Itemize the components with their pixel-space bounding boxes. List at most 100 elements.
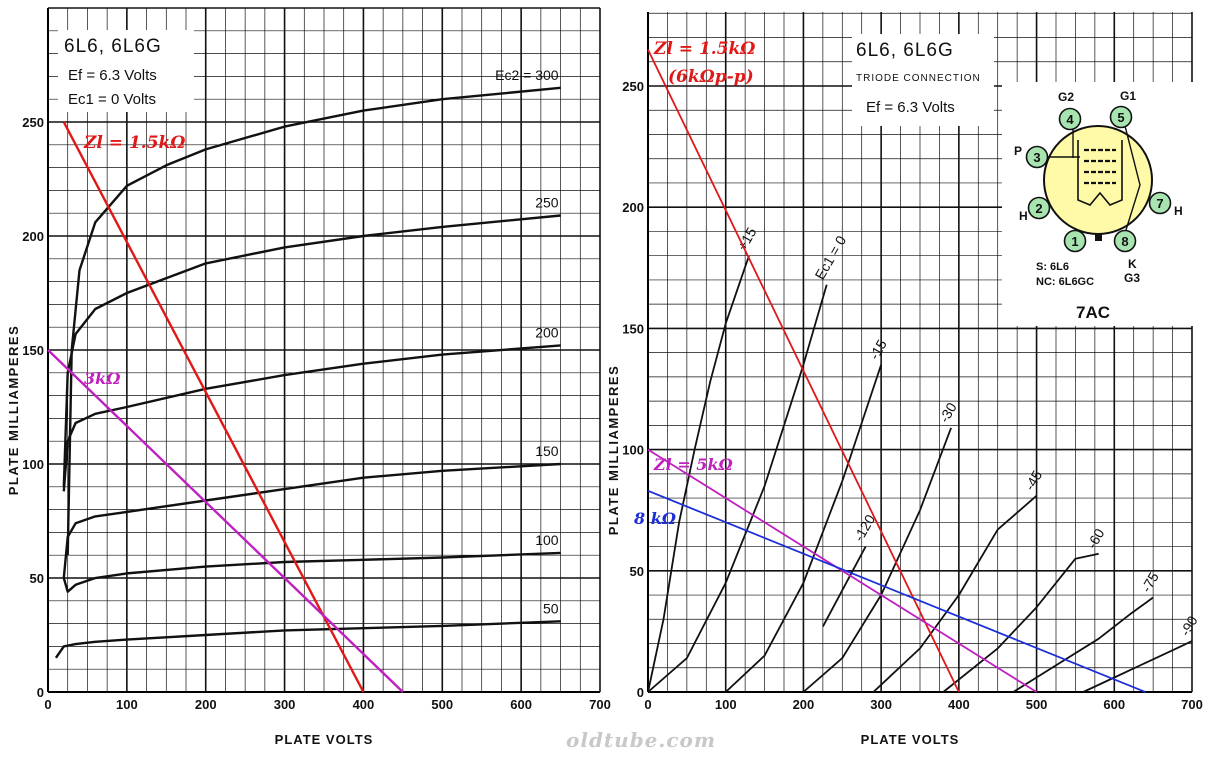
- x-axis-label: PLATE VOLTS: [861, 732, 960, 747]
- series-label: 250: [535, 194, 559, 210]
- x-tick-label: 0: [44, 697, 51, 712]
- load-line: [47, 349, 404, 693]
- y-axis-label: PLATE MILLIAMPERES: [6, 325, 21, 495]
- y-tick-label: 0: [637, 685, 644, 700]
- x-tick-label: 600: [510, 697, 532, 712]
- inset-note: S: 6L6: [1036, 261, 1069, 273]
- x-tick-label: 500: [1026, 697, 1048, 712]
- y-tick-label: 200: [22, 229, 44, 244]
- pin-7: [1148, 191, 1172, 215]
- x-tick-label: 300: [870, 697, 892, 712]
- y-tick-label: 100: [22, 457, 44, 472]
- y-tick-label: 150: [22, 343, 44, 358]
- load-line: [647, 448, 1038, 693]
- x-tick-label: 200: [195, 697, 217, 712]
- load-line-label: 8 kΩ: [633, 509, 677, 528]
- pin-label: G3: [1124, 271, 1140, 285]
- pin-number: 5: [1117, 110, 1124, 125]
- pin-number: 4: [1066, 112, 1074, 127]
- series-curve: [872, 495, 1038, 693]
- series-label: +15: [734, 224, 760, 253]
- pin-number: 3: [1033, 150, 1040, 165]
- series-label: -75: [1138, 569, 1162, 595]
- pin-5: [1109, 105, 1133, 129]
- chart-subtitle: Ef = 6.3 Volts: [68, 67, 157, 84]
- series-curve: [62, 214, 561, 487]
- load-line-label: Zl = 5kΩ: [653, 455, 734, 474]
- chart-subtitle: TRIODE CONNECTION: [856, 73, 981, 84]
- title-box: [58, 30, 194, 112]
- series-label: 200: [535, 324, 559, 340]
- x-tick-label: 0: [644, 697, 651, 712]
- load-line: [647, 489, 1146, 693]
- y-tick-label: 50: [30, 571, 44, 586]
- chart-title: 6L6, 6L6G: [856, 40, 954, 61]
- pin-label: H: [1174, 204, 1183, 218]
- series-label: -90: [1177, 613, 1201, 639]
- electrode-structure: [1077, 140, 1123, 206]
- pin-8: [1113, 229, 1137, 253]
- pin-label: K: [1128, 257, 1137, 271]
- series-label: 50: [543, 600, 559, 616]
- pin-label: P: [1014, 144, 1022, 158]
- y-axis-label: PLATE MILLIAMPERES: [606, 365, 621, 535]
- panel-2-annotations: 6L6, 6L6G TRIODE CONNECTION Ef = 6.3 Volts…: [633, 34, 1194, 528]
- x-tick-label: 500: [431, 697, 453, 712]
- series-label: 150: [535, 443, 559, 459]
- x-tick-label: 400: [948, 697, 970, 712]
- x-tick-label: 200: [793, 697, 815, 712]
- pin-number: 8: [1121, 234, 1128, 249]
- tube-base-code: 7AC: [1076, 303, 1110, 322]
- x-tick-label: 400: [353, 697, 375, 712]
- load-line-label: Zl = 1.5kΩ: [83, 133, 185, 153]
- panel-1-annotations: 6L6, 6L6G Ef = 6.3 Volts Ec1 = 0 Volts Zl =…: [58, 30, 194, 388]
- pin-number: 7: [1156, 196, 1163, 211]
- y-tick-label: 250: [622, 79, 644, 94]
- y-tick-label: 0: [37, 685, 44, 700]
- pin-3: [1025, 145, 1049, 169]
- load-line-label: 3kΩ: [84, 369, 121, 388]
- series-curve: [725, 364, 882, 693]
- base-key: [1095, 234, 1102, 241]
- series-curve: [62, 551, 561, 593]
- x-tick-label: 100: [116, 697, 138, 712]
- series-curve: [647, 255, 750, 693]
- pin-label: G1: [1120, 89, 1136, 103]
- series-curve: [54, 620, 561, 659]
- pin-1: [1063, 229, 1087, 253]
- chart-subtitle: Ef = 6.3 Volts: [866, 99, 955, 116]
- y-tick-label: 250: [22, 115, 44, 130]
- series-curve: [62, 344, 561, 492]
- x-axis-label: PLATE VOLTS: [275, 732, 374, 747]
- load-line: [647, 49, 960, 693]
- series-curve: [647, 284, 828, 693]
- load-line-label: (6kΩp-p): [668, 67, 754, 87]
- watermark: oldtube.com: [566, 728, 717, 752]
- series-label: -15: [866, 337, 890, 363]
- x-tick-label: 300: [274, 697, 296, 712]
- series-curve: [62, 462, 561, 579]
- y-tick-label: 100: [622, 443, 644, 458]
- chart-subtitle: Ec1 = 0 Volts: [68, 91, 156, 108]
- chart-title: 6L6, 6L6G: [64, 36, 162, 57]
- inset-note: NC: 6L6GC: [1036, 276, 1094, 288]
- title-box: [852, 34, 994, 126]
- g1-lead: [1122, 117, 1141, 231]
- series-curve: [822, 546, 867, 628]
- chart-panel-1: 0 100 200 300 400 500 600 700 0 50 100 150 200 250 PLA…: [6, 7, 611, 747]
- series-label: -45: [1021, 467, 1045, 493]
- pin-4: [1058, 107, 1082, 131]
- x-tick-label: 100: [715, 697, 737, 712]
- tube-envelope: [1043, 125, 1153, 235]
- x-tick-label: 700: [1181, 697, 1203, 712]
- series-curve: [1012, 596, 1154, 693]
- load-line: [62, 121, 365, 693]
- pin-number: 2: [1035, 201, 1042, 216]
- pin-label: G2: [1058, 90, 1074, 104]
- y-tick-label: 150: [622, 321, 644, 336]
- pin-number: 1: [1071, 234, 1078, 249]
- y-tick-label: 50: [630, 564, 644, 579]
- pin-label: H: [1019, 209, 1028, 223]
